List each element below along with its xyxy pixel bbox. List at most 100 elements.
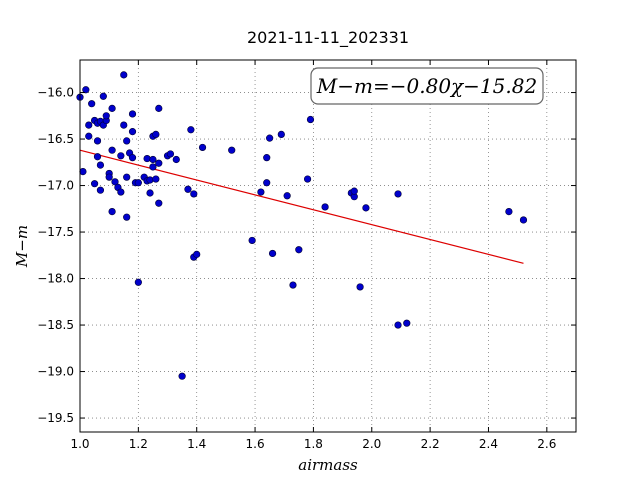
data-point (128, 110, 137, 118)
data-point (519, 216, 528, 224)
x-tick-label: 1.0 (70, 437, 89, 451)
data-point (117, 188, 125, 196)
data-point (108, 207, 116, 216)
data-point (96, 186, 105, 194)
data-point (108, 146, 116, 154)
y-tick-label: −18.0 (37, 272, 74, 286)
data-point (90, 180, 99, 188)
data-point (117, 152, 125, 160)
data-point (394, 190, 402, 198)
data-point (184, 185, 192, 193)
data-point (257, 188, 265, 196)
data-point (198, 143, 207, 152)
data-point (166, 150, 175, 158)
data-point (123, 137, 131, 145)
y-tick-label: −19.0 (37, 365, 74, 379)
data-point (394, 321, 402, 329)
y-tick-label: −19.5 (37, 411, 74, 425)
data-point (505, 207, 513, 216)
chart-title: 2021-11-11_202331 (247, 28, 409, 48)
data-point (193, 250, 201, 258)
data-point (85, 132, 93, 140)
data-point (143, 154, 151, 163)
data-point (356, 283, 364, 291)
x-axis-label: airmass (298, 456, 358, 474)
fit-line-layer (79, 149, 524, 264)
data-point (120, 121, 128, 129)
data-point (102, 112, 110, 120)
data-point (152, 130, 160, 138)
data-point (187, 126, 195, 134)
grid (79, 60, 576, 432)
y-tick-label: −16.0 (37, 86, 74, 100)
data-point (152, 175, 160, 183)
data-point (99, 92, 107, 100)
x-tick-label: 1.8 (304, 437, 323, 451)
data-point (178, 372, 186, 380)
data-point (172, 155, 180, 164)
data-point (149, 155, 157, 164)
data-point (248, 236, 256, 245)
data-point (263, 154, 271, 162)
x-tick-label: 1.6 (246, 437, 265, 451)
data-point (266, 134, 274, 142)
data-point (93, 137, 102, 145)
fit-equation-text: M−m=−0.80χ−15.82 (316, 74, 537, 98)
data-point (85, 121, 93, 129)
data-point (268, 249, 277, 258)
x-tick-labels: 1.0 1.2 1.4 1.6 1.8 2.0 2.2 2.4 2.6 (70, 437, 556, 451)
data-point (111, 178, 119, 186)
x-tick-label: 1.2 (129, 437, 148, 451)
fit-line (79, 149, 524, 264)
data-point (128, 128, 137, 136)
plot-frame (79, 59, 577, 433)
data-point (82, 86, 90, 94)
data-point (146, 189, 154, 197)
axis-ticks (79, 60, 576, 432)
data-point (295, 246, 303, 254)
y-tick-labels: −16.0 −16.5 −17.0 −17.5 −18.0 −18.5 −19.0 −19.5 (37, 86, 74, 425)
data-point (123, 213, 131, 221)
data-point (228, 146, 236, 154)
data-point (120, 71, 128, 79)
x-tick-label: 1.4 (187, 437, 206, 451)
data-point (263, 179, 271, 187)
data-point (403, 319, 411, 327)
x-tick-label: 2.2 (421, 437, 440, 451)
data-point (303, 175, 312, 183)
y-axis-label: M−m (13, 225, 31, 268)
data-point (190, 190, 198, 198)
data-point (134, 278, 142, 286)
data-point (155, 199, 163, 207)
data-point (306, 115, 315, 124)
data-point (93, 153, 102, 161)
y-tick-label: −17.5 (37, 225, 74, 239)
x-tick-label: 2.4 (479, 437, 498, 451)
data-point (362, 204, 370, 212)
data-point (134, 179, 142, 187)
data-point (155, 159, 163, 167)
data-point (88, 100, 96, 108)
data-point (105, 173, 113, 181)
data-point (108, 104, 116, 112)
data-point (149, 163, 157, 171)
data-point (123, 173, 131, 181)
y-tick-label: −16.5 (37, 132, 74, 146)
y-tick-label: −17.0 (37, 179, 74, 193)
data-points (76, 71, 528, 380)
data-point (155, 104, 163, 112)
data-point (96, 161, 105, 169)
data-point (283, 192, 291, 200)
data-point (289, 281, 297, 289)
x-tick-label: 2.0 (362, 437, 381, 451)
y-tick-label: −18.5 (37, 318, 74, 332)
data-point (321, 203, 329, 211)
data-point (350, 187, 358, 195)
data-point (146, 176, 154, 184)
data-point (79, 168, 87, 176)
x-tick-label: 2.6 (537, 437, 556, 451)
fit-equation-box: M−m=−0.80χ−15.82 (310, 67, 544, 105)
data-point (277, 130, 285, 138)
data-point (128, 154, 137, 162)
